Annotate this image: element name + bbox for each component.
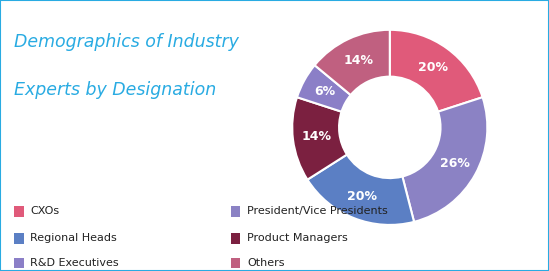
Text: 20%: 20%: [418, 61, 449, 74]
Wedge shape: [307, 154, 414, 225]
Text: R&D Executives: R&D Executives: [30, 258, 119, 268]
Text: 6%: 6%: [314, 85, 335, 98]
Text: Demographics of Industry: Demographics of Industry: [14, 33, 239, 50]
Text: 14%: 14%: [343, 54, 373, 67]
Text: Product Managers: Product Managers: [247, 234, 348, 243]
Text: Regional Heads: Regional Heads: [30, 234, 117, 243]
Wedge shape: [315, 30, 390, 95]
Wedge shape: [390, 30, 483, 112]
Text: 26%: 26%: [440, 157, 470, 170]
Wedge shape: [292, 97, 347, 180]
Text: Others: Others: [247, 258, 284, 268]
Text: 20%: 20%: [348, 190, 378, 203]
Text: President/Vice Presidents: President/Vice Presidents: [247, 207, 388, 216]
Wedge shape: [402, 97, 488, 222]
Text: 14%: 14%: [301, 130, 331, 143]
Text: CXOs: CXOs: [30, 207, 59, 216]
Text: Experts by Designation: Experts by Designation: [14, 81, 216, 99]
Wedge shape: [297, 65, 351, 112]
